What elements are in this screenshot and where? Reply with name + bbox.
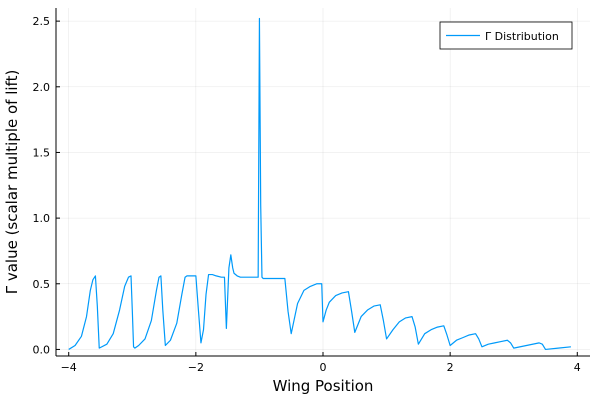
y-tick-label: 2.5 [33,15,51,28]
x-tick-label: 0 [320,361,327,374]
y-axis-label: Γ value (scalar multiple of lift) [3,70,21,295]
y-tick-label: 0.5 [33,278,51,291]
y-tick-label: 1.0 [33,212,51,225]
gamma-distribution-line [68,17,571,351]
y-ticks: 0.0 0.5 1.0 1.5 2.0 2.5 [33,15,60,356]
legend-label: Γ Distribution [485,30,559,43]
x-axis-label: Wing Position [273,377,374,395]
x-ticks: −4 −2 0 2 4 [61,352,581,374]
y-tick-label: 1.5 [33,146,51,159]
y-axis-line [55,8,57,356]
x-tick-label: −2 [188,361,204,374]
x-tick-label: −4 [61,361,77,374]
y-gridlines [56,20,590,350]
y-tick-label: 0.0 [33,343,51,356]
legend: Γ Distribution [439,21,573,50]
y-tick-label: 2.0 [33,81,51,94]
x-tick-label: 4 [574,361,581,374]
x-tick-label: 2 [447,361,454,374]
x-gridlines [68,8,578,356]
